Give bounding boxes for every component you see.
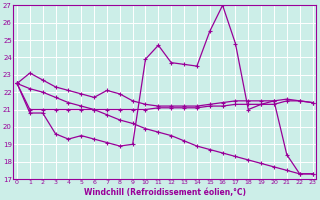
- X-axis label: Windchill (Refroidissement éolien,°C): Windchill (Refroidissement éolien,°C): [84, 188, 246, 197]
